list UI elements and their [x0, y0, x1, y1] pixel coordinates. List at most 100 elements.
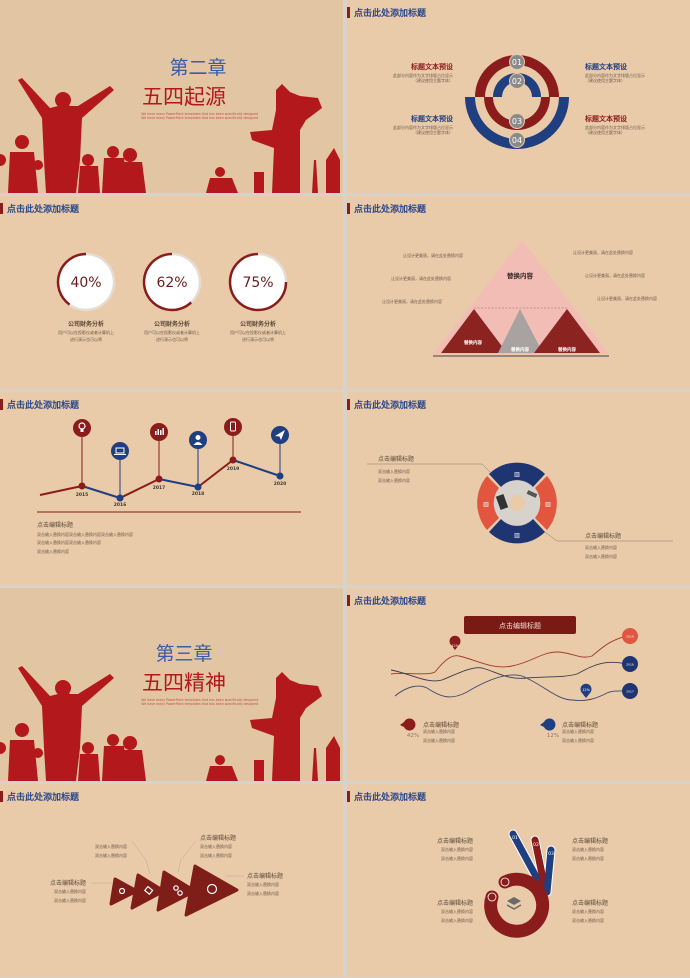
arrow-step-3[interactable]: [156, 870, 197, 912]
block-line: 双击输入替换内容: [441, 917, 473, 923]
year-label: 2019: [227, 466, 240, 472]
link-icon: [173, 885, 179, 891]
pyramid-note: 让设计更美丽，请在此处替换内容: [597, 295, 657, 301]
slide-timeline[interactable]: 点击此处添加标题 2015 2016: [0, 392, 343, 585]
slide-arrow-steps[interactable]: 点击此处添加标题 点击编辑标题 双击输入替换内容 双击输入替换内容 双击输入替换…: [0, 784, 343, 977]
block-line: 双击输入替换内容: [572, 908, 604, 914]
block-line: 双击输入替换内容: [572, 917, 604, 923]
badge-number: 01: [512, 58, 522, 67]
donut-progress-arc: [228, 252, 288, 312]
donut-title: 公司财务分析: [240, 320, 276, 328]
donut-desc: 进行演示也可以将: [70, 336, 102, 342]
pyramid-right: [534, 309, 600, 353]
header-accent-bar: [347, 791, 350, 802]
pyramid-bottom-label: 替换内容: [558, 346, 576, 353]
segment-top[interactable]: [489, 462, 545, 487]
text-block-top-left: 标题文本预设 此部分内容作为文字排版占位显示 （建议使用主题字体）: [393, 62, 454, 83]
slide-percent-donuts[interactable]: 点击此处添加标题 40% 公司财务分析 用户可以在投影仪或者计算机上 进行演示也…: [0, 196, 343, 389]
block-title: 点击编辑标题: [572, 899, 608, 907]
block-line: 双击输入替换内容: [247, 890, 279, 896]
slide-pyramid[interactable]: 点击此处添加标题 替换内容 替换内容 替换内容 替换内容 让设计更美丽，请在此处…: [347, 196, 690, 389]
pyramid-middle: [498, 309, 543, 353]
end-marker: [622, 628, 638, 644]
segment-bottom[interactable]: [489, 519, 545, 544]
slide-title: 点击此处添加标题: [354, 595, 427, 607]
slide-segment-ring[interactable]: 点击此处添加标题 ▥ ▥ ▥ ▥ 点击编辑标题 双击输入替换内容 双击输入替换内…: [347, 392, 690, 585]
timeline-pin-2020[interactable]: 2020: [271, 426, 289, 487]
donuts-graphic: 点击此处添加标题 40% 公司财务分析 用户可以在投影仪或者计算机上 进行演示也…: [0, 203, 288, 342]
block-title: 点击编辑标题: [50, 879, 86, 887]
svg-text:标题文本预设: 标题文本预设: [410, 114, 454, 123]
segment-ring-graphic: 点击此处添加标题 ▥ ▥ ▥ ▥ 点击编辑标题 双击输入替换内容 双击输入替换内…: [347, 399, 673, 559]
subtitle-line: We have many PowerPoint templates that h…: [141, 112, 258, 116]
timeline-pin-2019[interactable]: 2019: [224, 418, 242, 472]
arrow-step-2[interactable]: [130, 873, 166, 910]
segment-left[interactable]: [477, 476, 499, 530]
timeline-pin-2017[interactable]: 2017: [150, 423, 168, 491]
block-line: 双击输入替换内容: [441, 846, 473, 852]
cover-graphic: 第三章 五四精神 We have many PowerPoint templat…: [0, 643, 340, 781]
pyramid-bottom-label: 替换内容: [511, 346, 529, 353]
header-accent-bar: [347, 203, 350, 214]
thumb-loop[interactable]: [484, 872, 550, 938]
svg-text:（建议使用主题字体）: （建议使用主题字体）: [585, 129, 625, 135]
timeline-pin-2015[interactable]: 2015: [73, 419, 91, 498]
arrow-step-4[interactable]: [184, 864, 239, 917]
timeline-pin-2016[interactable]: 2016: [111, 442, 129, 508]
finger-02[interactable]: [531, 836, 548, 888]
slide-title: 点击此处添加标题: [7, 203, 80, 215]
finger-01[interactable]: [509, 830, 543, 886]
slide-cover-chapter-3[interactable]: 第三章 五四精神 We have many PowerPoint templat…: [0, 588, 343, 781]
pyramid-graphic: 点击此处添加标题 替换内容 替换内容 替换内容 替换内容 让设计更美丽，请在此处…: [347, 203, 657, 357]
svg-text:双击输入替换内容: 双击输入替换内容: [423, 737, 455, 743]
chart-icon: ▥: [545, 501, 551, 508]
text-block-bottom-left: 标题文本预设 此部分内容作为文字排版占位显示 （建议使用主题字体）: [393, 114, 454, 135]
block-line: 双击输入替换内容: [572, 846, 604, 852]
segment-right[interactable]: [535, 476, 557, 530]
slide-title: 点击此处添加标题: [354, 203, 427, 215]
timeline-text-line: 双击输入替换内容双击输入替换内容: [37, 539, 101, 545]
slide-trend-curves[interactable]: 点击此处添加标题 点击编辑标题 42% 12% 2019 2018 2017 4…: [347, 588, 690, 781]
legend-block-12: 12% 点击编辑标题 双击输入替换内容 双击输入替换内容: [540, 718, 598, 743]
tag-icon: [143, 885, 154, 896]
block-line: 双击输入替换内容: [585, 544, 617, 550]
block-line: 双击输入替换内容: [54, 897, 86, 903]
slide-title: 点击此处添加标题: [354, 7, 427, 19]
svg-text:此部分内容作为文字排版占位显示: 此部分内容作为文字排版占位显示: [393, 72, 453, 78]
block-line: 双击输入替换内容: [441, 908, 473, 914]
svg-text:此部分内容作为文字排版占位显示: 此部分内容作为文字排版占位显示: [585, 124, 645, 130]
end-marker: [622, 656, 638, 672]
year-label: 2016: [114, 502, 127, 508]
header-accent-bar: [0, 203, 3, 214]
timeline-text-title: 点击编辑标题: [37, 521, 73, 529]
year-label: 2015: [76, 492, 89, 498]
curve-line: [390, 634, 631, 675]
callout-12: 12%: [580, 683, 592, 698]
slide-ok-hand[interactable]: 点击此处添加标题 01 02 03 点击编辑标题 双击输入替换内容 双击输入替换…: [347, 784, 690, 977]
end-label: 2018: [626, 663, 634, 667]
donut-desc: 用户可以在投影仪或者计算机上: [230, 329, 286, 335]
chapter-title: 五四精神: [142, 671, 226, 695]
slide-cover-chapter-2[interactable]: 第二章 五四起源 We have many PowerPoint templat…: [0, 0, 343, 193]
banner-text: 点击编辑标题: [499, 621, 541, 630]
donut-desc: 进行演示也可以将: [242, 336, 274, 342]
end-label: 2017: [626, 690, 634, 694]
svg-text:双击输入替换内容: 双击输入替换内容: [562, 728, 594, 734]
timeline-text-line: 双击输入替换内容: [37, 548, 69, 554]
block-line: 双击输入替换内容: [95, 852, 127, 858]
svg-text:（建议使用主题字体）: （建议使用主题字体）: [413, 77, 453, 83]
finger-03[interactable]: [543, 846, 555, 896]
block-line: 双击输入替换内容: [585, 553, 617, 559]
slide-concentric-rings[interactable]: 点击此处添加标题 01 02 03 04 标题文本预设 此部分内容作为文字排版占…: [347, 0, 690, 193]
block-title: 点击编辑标题: [247, 872, 283, 880]
block-title: 点击编辑标题: [437, 899, 473, 907]
block-line: 双击输入替换内容: [54, 888, 86, 894]
year-label: 2018: [192, 491, 205, 497]
pyramid-note: 让设计更美丽，请在此处替换内容: [573, 249, 633, 255]
pyramid-note: 让设计更美丽，请在此处替换内容: [391, 275, 451, 281]
block-title: 点击编辑标题: [378, 455, 414, 463]
ring-inner-blue: [493, 73, 541, 97]
donut-item: 75% 公司财务分析 用户可以在投影仪或者计算机上 进行演示也可以将: [228, 252, 288, 342]
ring-outer-blue: [465, 97, 569, 149]
timeline-pin-2018[interactable]: 2018: [189, 431, 207, 497]
